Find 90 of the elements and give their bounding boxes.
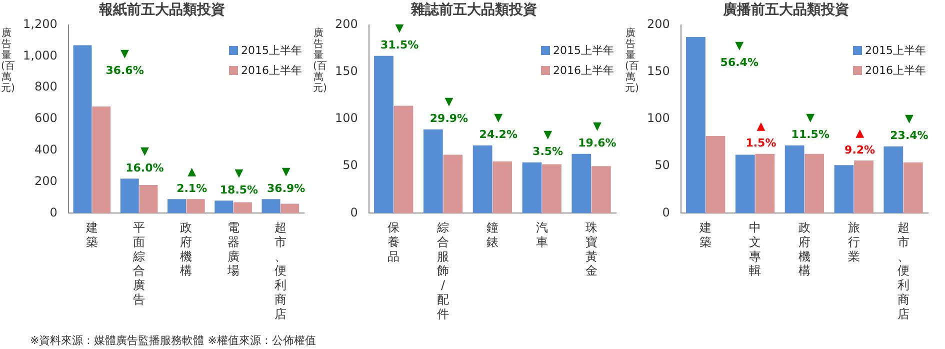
bar xyxy=(186,199,205,214)
legend-label: 2015上半年 xyxy=(865,42,926,58)
y-axis-title: 廣告量(百萬元) xyxy=(313,28,327,94)
annotation: ▲ 1.5% xyxy=(746,120,776,150)
y-tick-label: 200 xyxy=(647,16,670,31)
bar xyxy=(233,202,252,214)
x-tick-label: 綜合服飾/配件 xyxy=(436,220,450,321)
bar xyxy=(854,160,874,214)
bar xyxy=(755,154,775,214)
bar xyxy=(139,184,158,214)
annotation: ▼ 31.5% xyxy=(380,22,419,52)
y-axis-title: 廣告量(百萬元) xyxy=(1,28,15,94)
y-tick-label: 200 xyxy=(34,174,58,188)
bar xyxy=(214,200,234,214)
bar xyxy=(686,37,706,214)
text: ※資料來源：媒體廣告監播服務軟體 ※權值來源：公佈權值 xyxy=(30,333,316,348)
legend-label: 2015上半年 xyxy=(241,42,302,58)
x-tick-label: 旅行業 xyxy=(848,220,860,264)
chart-title: 雜誌前五大品類投資 xyxy=(410,1,537,18)
bar xyxy=(443,154,463,214)
bar xyxy=(394,106,414,214)
y-tick-label: 100 xyxy=(335,111,358,126)
y-tick-label: 800 xyxy=(34,80,58,94)
bar xyxy=(591,166,611,214)
bar xyxy=(735,154,755,214)
annotation: ▲ 9.2% xyxy=(844,126,876,156)
y-axis-title: 廣告量(百萬元) xyxy=(625,28,639,94)
legend-label: 2016上半年 xyxy=(553,62,614,78)
bar xyxy=(804,154,824,214)
y-tick-label: 1,200 xyxy=(22,16,58,31)
annotation: ▼ 36.6% xyxy=(106,47,144,78)
annotation: ▼ 3.5% xyxy=(532,128,564,158)
x-tick-label: 政府機構 xyxy=(180,220,192,278)
bar xyxy=(884,146,904,214)
bar xyxy=(92,106,111,214)
y-tick-label: 50 xyxy=(654,158,670,172)
bar xyxy=(834,165,854,214)
x-tick-label: 汽車 xyxy=(536,220,548,249)
y-tick-label: 0 xyxy=(50,205,58,220)
legend-label: 2015上半年 xyxy=(553,42,614,58)
bar xyxy=(706,136,726,214)
y-tick-label: 0 xyxy=(662,205,670,220)
x-tick-label: 超市、便利商店 xyxy=(897,220,910,321)
y-tick-label: 150 xyxy=(335,64,358,78)
bar xyxy=(492,161,512,214)
bar xyxy=(73,45,92,214)
annotation: ▼ 18.5% xyxy=(220,166,258,196)
y-tick-label: 150 xyxy=(647,64,670,78)
bar xyxy=(423,129,443,214)
bar xyxy=(542,164,562,214)
x-tick-label: 保養品 xyxy=(388,220,400,264)
bar xyxy=(280,204,300,214)
x-tick-label: 超市、便利商店 xyxy=(274,220,286,321)
x-tick-label: 平面綜合廣告 xyxy=(132,220,146,307)
annotation: ▼ 36.9% xyxy=(267,164,306,195)
annotation: ▼ 19.6% xyxy=(578,120,616,150)
annotation: ▼ 29.9% xyxy=(430,95,468,126)
bar xyxy=(472,145,492,214)
y-tick-label: 100 xyxy=(647,111,670,126)
bar xyxy=(522,162,542,214)
x-tick-label: 政府機構 xyxy=(798,220,810,278)
x-tick-label: 建築 xyxy=(698,220,712,249)
chart-title: 報紙前五大品類投資 xyxy=(98,2,225,18)
x-tick-label: 珠寶黃金 xyxy=(585,220,598,278)
y-tick-label: 0 xyxy=(350,205,358,220)
bar xyxy=(903,162,923,214)
x-tick-label: 鐘錶 xyxy=(486,220,498,249)
x-tick-label: 建築 xyxy=(84,220,98,249)
annotation: ▲ 2.1% xyxy=(176,164,208,195)
annotation: ▼ 23.4% xyxy=(890,112,928,142)
bar xyxy=(120,178,139,214)
chart-title: 廣播前五大品類投資 xyxy=(722,1,849,18)
annotation: ▼ 24.2% xyxy=(479,111,518,142)
y-tick-label: 50 xyxy=(342,158,358,172)
y-tick-label: 200 xyxy=(335,16,358,31)
legend-label: 2016上半年 xyxy=(865,62,926,78)
y-tick-label: 1,000 xyxy=(22,48,58,62)
bar xyxy=(262,199,280,214)
legend-label: 2016上半年 xyxy=(241,62,302,78)
y-tick-label: 400 xyxy=(34,142,58,157)
x-tick-label: 中文專輯 xyxy=(749,220,762,278)
annotation: ▼ 56.4% xyxy=(720,38,758,69)
annotation: ▼ 11.5% xyxy=(791,111,830,142)
x-tick-label: 電器廣場 xyxy=(226,220,240,278)
bar xyxy=(784,145,804,214)
annotation: ▼ 16.0% xyxy=(126,144,164,175)
bar xyxy=(572,154,592,214)
bar xyxy=(168,199,186,214)
y-tick-label: 600 xyxy=(34,111,58,126)
bar xyxy=(374,56,394,214)
